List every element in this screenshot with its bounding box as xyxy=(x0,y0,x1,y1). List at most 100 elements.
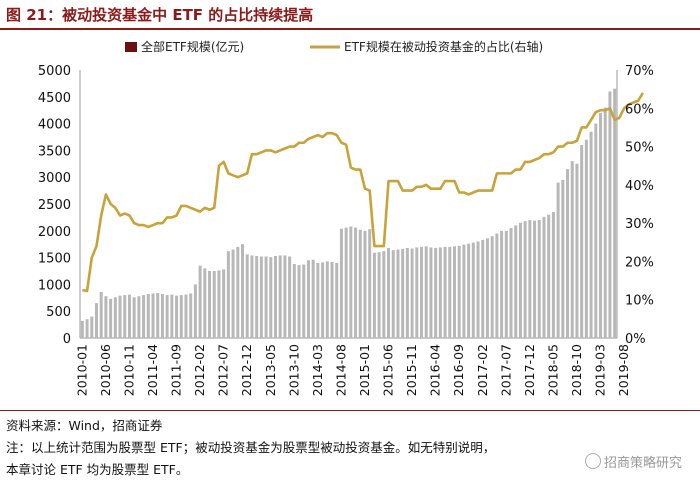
bar xyxy=(179,295,183,338)
legend-line-label: ETF规模在被动投资基金的占比(右轴) xyxy=(344,39,543,54)
legend-bar-swatch xyxy=(125,42,137,52)
bar xyxy=(193,284,197,338)
bar xyxy=(448,246,452,338)
bar xyxy=(589,131,593,338)
bar xyxy=(401,249,405,338)
x-tick-label: 2013-05 xyxy=(263,344,278,396)
x-tick-label: 2017-07 xyxy=(498,344,513,396)
bar xyxy=(462,244,466,338)
bar xyxy=(344,227,348,338)
bar xyxy=(485,238,489,338)
bar xyxy=(104,296,108,338)
x-tick-label: 2011-04 xyxy=(145,344,160,396)
bar xyxy=(594,123,598,338)
bar xyxy=(396,249,400,338)
bar xyxy=(151,293,155,338)
axes-frame xyxy=(79,70,618,339)
x-tick-label: 2014-08 xyxy=(333,344,348,396)
y-left-tick-label: 5000 xyxy=(38,64,71,79)
y-left-tick-label: 3000 xyxy=(38,171,71,186)
bar xyxy=(231,249,235,338)
bar xyxy=(551,212,555,338)
bar xyxy=(160,294,164,338)
bar xyxy=(288,256,292,338)
bar xyxy=(547,214,551,338)
y-left-tick-label: 1500 xyxy=(38,252,71,267)
bar xyxy=(368,229,372,338)
y-right-tick-label: 20% xyxy=(625,255,654,270)
y-left-tick-label: 4000 xyxy=(38,118,71,133)
bar xyxy=(113,297,117,338)
bar xyxy=(137,296,141,338)
bar xyxy=(533,220,537,338)
bar xyxy=(424,246,428,338)
bar xyxy=(109,298,113,338)
bar xyxy=(269,257,273,338)
y-left-tick-label: 2500 xyxy=(38,198,71,213)
y-right-tick-label: 50% xyxy=(625,141,654,156)
bar xyxy=(514,225,518,338)
bar xyxy=(580,145,584,338)
x-tick-label: 2013-10 xyxy=(286,344,301,396)
bar xyxy=(311,259,315,338)
bar xyxy=(452,246,456,338)
bar xyxy=(264,256,268,338)
bar xyxy=(94,303,98,338)
bar xyxy=(212,271,216,338)
bar xyxy=(476,241,480,338)
y-right-tick-label: 40% xyxy=(625,179,654,194)
y-left-tick-label: 0 xyxy=(63,332,71,347)
bar xyxy=(250,255,254,338)
bar xyxy=(443,246,447,338)
watermark-text: 招商策略研究 xyxy=(603,456,682,471)
bar xyxy=(335,262,339,338)
bar xyxy=(132,297,136,338)
bar xyxy=(175,295,179,338)
bar xyxy=(542,216,546,338)
figure-title: 图 21：被动投资基金中 ETF 的占比持续提高 xyxy=(6,6,314,24)
bar xyxy=(302,264,306,338)
bar xyxy=(500,230,504,338)
bar xyxy=(387,247,391,338)
right-axis-ticks: 0% 10% 20% 30% 40% 50% 60% 70% xyxy=(625,64,654,347)
bar xyxy=(236,246,240,338)
source-note: 资料来源：Wind，招商证券 xyxy=(6,418,163,433)
left-axis-ticks: 0 500 1000 1500 2000 2500 3000 3500 4000 4500 5000 xyxy=(38,64,71,347)
etf-share-line xyxy=(82,92,645,293)
bar xyxy=(420,246,424,338)
bar xyxy=(405,247,409,338)
bar xyxy=(509,228,513,338)
bar xyxy=(142,295,146,338)
bar xyxy=(481,239,485,338)
bar xyxy=(434,247,438,338)
y-right-tick-label: 10% xyxy=(625,294,654,309)
y-right-tick-label: 70% xyxy=(625,64,654,79)
bar xyxy=(363,230,367,338)
bar xyxy=(330,261,334,338)
bar xyxy=(255,255,259,338)
x-tick-label: 2018-10 xyxy=(569,344,584,396)
x-tick-label: 2012-07 xyxy=(216,344,231,396)
bar xyxy=(349,226,353,338)
bar xyxy=(189,293,193,338)
bar xyxy=(165,295,169,338)
legend-bar-label: 全部ETF规模(亿元) xyxy=(141,39,244,54)
bar xyxy=(523,221,527,338)
bar xyxy=(339,228,343,338)
bar xyxy=(495,233,499,338)
x-tick-label: 2012-12 xyxy=(239,344,254,396)
x-tick-label: 2011-09 xyxy=(169,344,184,396)
bar xyxy=(518,222,522,338)
y-left-tick-label: 2000 xyxy=(38,225,71,240)
etf-size-bars xyxy=(80,88,617,339)
x-tick-label: 2012-02 xyxy=(192,344,207,396)
bar xyxy=(273,255,277,338)
y-left-tick-label: 1000 xyxy=(38,278,71,293)
bar xyxy=(325,261,329,338)
bar xyxy=(566,169,570,338)
bar xyxy=(457,245,461,338)
bar xyxy=(127,294,131,338)
bar xyxy=(410,248,414,338)
x-tick-label: 2019-03 xyxy=(593,344,608,396)
bar xyxy=(316,262,320,338)
